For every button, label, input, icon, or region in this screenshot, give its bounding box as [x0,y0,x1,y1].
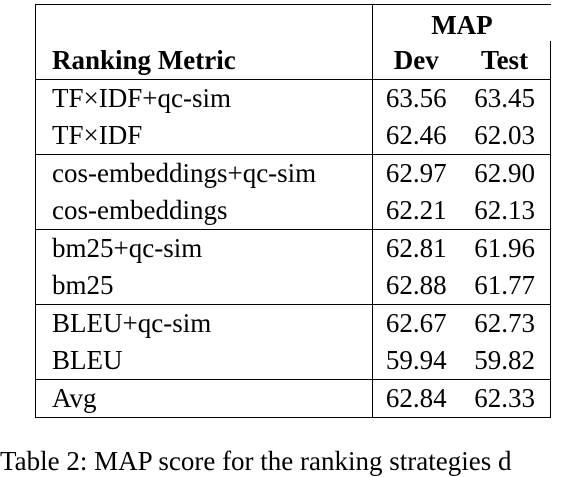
table-caption: Table 2: MAP score for the ranking strat… [0,446,512,476]
table-row: TF×IDF+qc-sim 63.56 63.45 [34,79,552,117]
table-row: bm25+qc-sim 62.81 61.96 [34,229,552,267]
row-dev: 59.94 [372,342,460,380]
header-test: Test [459,41,552,80]
table-row: cos-embeddings 62.21 62.13 [34,192,552,230]
header-map: MAP [372,4,551,41]
table-row: bm25 62.88 61.77 [34,267,552,305]
row-metric: Avg [34,379,374,418]
row-dev: 62.97 [372,154,460,192]
table-row: BLEU+qc-sim 62.67 62.73 [34,304,552,342]
table-row-average: Avg 62.84 62.33 [34,379,552,418]
row-metric: TF×IDF+qc-sim [34,79,374,117]
row-dev: 63.56 [372,79,460,117]
row-dev: 62.88 [372,267,460,305]
row-test: 61.96 [459,229,552,267]
row-metric: cos-embeddings+qc-sim [34,154,374,192]
table-row: BLEU 59.94 59.82 [34,342,552,380]
row-dev: 62.84 [372,379,460,418]
row-test: 62.33 [459,379,552,418]
row-test: 62.03 [459,117,552,155]
header-dev: Dev [372,41,460,80]
table-row: TF×IDF 62.46 62.03 [34,117,552,155]
row-metric: bm25+qc-sim [34,229,374,267]
row-test: 61.77 [459,267,552,305]
row-metric: TF×IDF [34,117,374,155]
row-dev: 62.21 [372,192,460,230]
row-metric: BLEU [34,342,374,380]
header-row-group: MAP [34,4,551,41]
row-test: 62.90 [459,154,552,192]
row-test: 59.82 [459,342,552,380]
row-test: 62.73 [459,304,552,342]
row-metric: cos-embeddings [34,192,374,230]
row-metric: bm25 [34,267,374,305]
row-dev: 62.46 [372,117,460,155]
header-row-columns: Ranking Metric Dev Test [34,41,552,80]
table-row: cos-embeddings+qc-sim 62.97 62.90 [34,154,552,192]
row-metric: BLEU+qc-sim [34,304,374,342]
header-empty-cell [34,4,374,41]
row-dev: 62.81 [372,229,460,267]
row-test: 63.45 [459,79,552,117]
results-table: MAP Ranking Metric Dev Test TF×IDF+qc-si… [34,4,552,418]
row-test: 62.13 [459,192,552,230]
row-dev: 62.67 [372,304,460,342]
header-ranking-metric: Ranking Metric [34,41,374,80]
